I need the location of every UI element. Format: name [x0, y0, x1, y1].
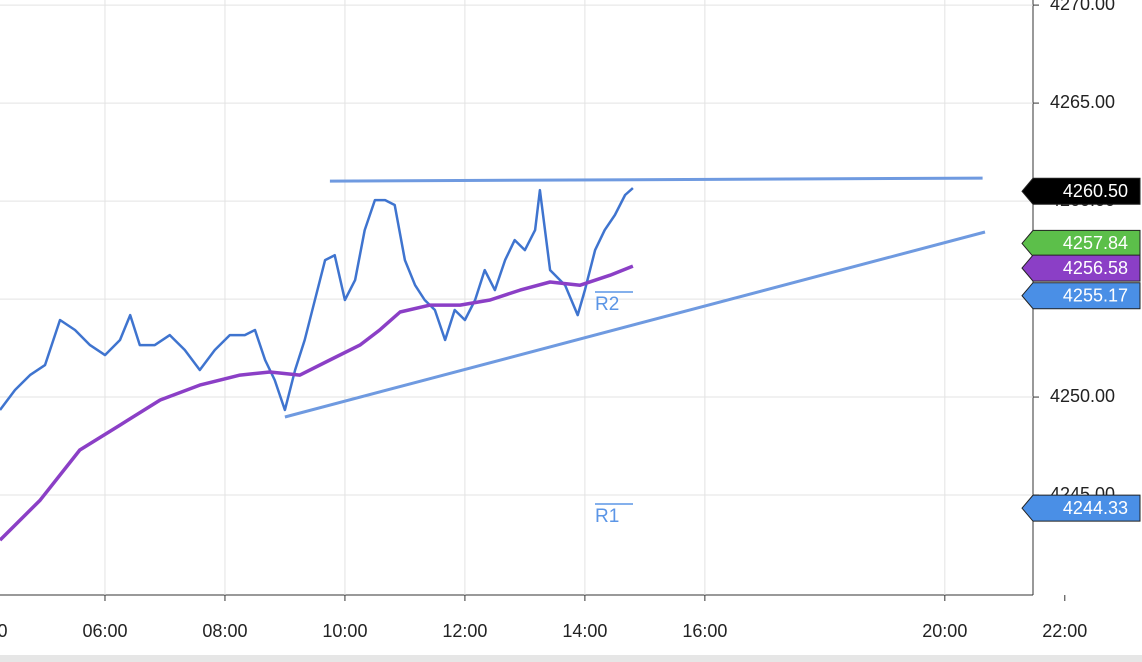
y-tick-label: 4270.00	[1050, 0, 1115, 14]
price-tag	[1021, 282, 1141, 310]
price-tag	[1021, 254, 1141, 282]
x-tick-label: 16:00	[682, 621, 727, 641]
trend-line	[284, 230, 986, 419]
x-tick-label: 04:00	[0, 621, 8, 641]
x-tick-label: 14:00	[562, 621, 607, 641]
series-line	[0, 187, 634, 412]
price-tag	[1021, 177, 1141, 205]
x-tick-label: 20:00	[922, 621, 967, 641]
x-tick-label: 10:00	[322, 621, 367, 641]
price-tag	[1021, 229, 1141, 257]
trend-line	[329, 176, 983, 183]
price-tag-label: 4256.58	[1063, 258, 1128, 278]
price-tag-label: 4260.50	[1063, 181, 1128, 201]
x-tick-label: 08:00	[202, 621, 247, 641]
annotation: R1	[595, 506, 619, 527]
price-tag-label: 4257.84	[1063, 233, 1128, 253]
y-tick-label: 4265.00	[1050, 92, 1115, 112]
x-tick-label: 12:00	[442, 621, 487, 641]
price-tag-label: 4255.17	[1063, 285, 1128, 305]
y-tick-label: 4250.00	[1050, 386, 1115, 406]
price-tag-label: 4244.33	[1063, 498, 1128, 518]
plot-area	[0, 0, 1033, 595]
annotation: R2	[595, 294, 619, 315]
x-tick-label: 22:00	[1042, 621, 1087, 641]
x-tick-label: 06:00	[82, 621, 127, 641]
scrollbar	[0, 655, 1142, 662]
price-tag	[1021, 494, 1141, 522]
series-line	[0, 264, 634, 542]
